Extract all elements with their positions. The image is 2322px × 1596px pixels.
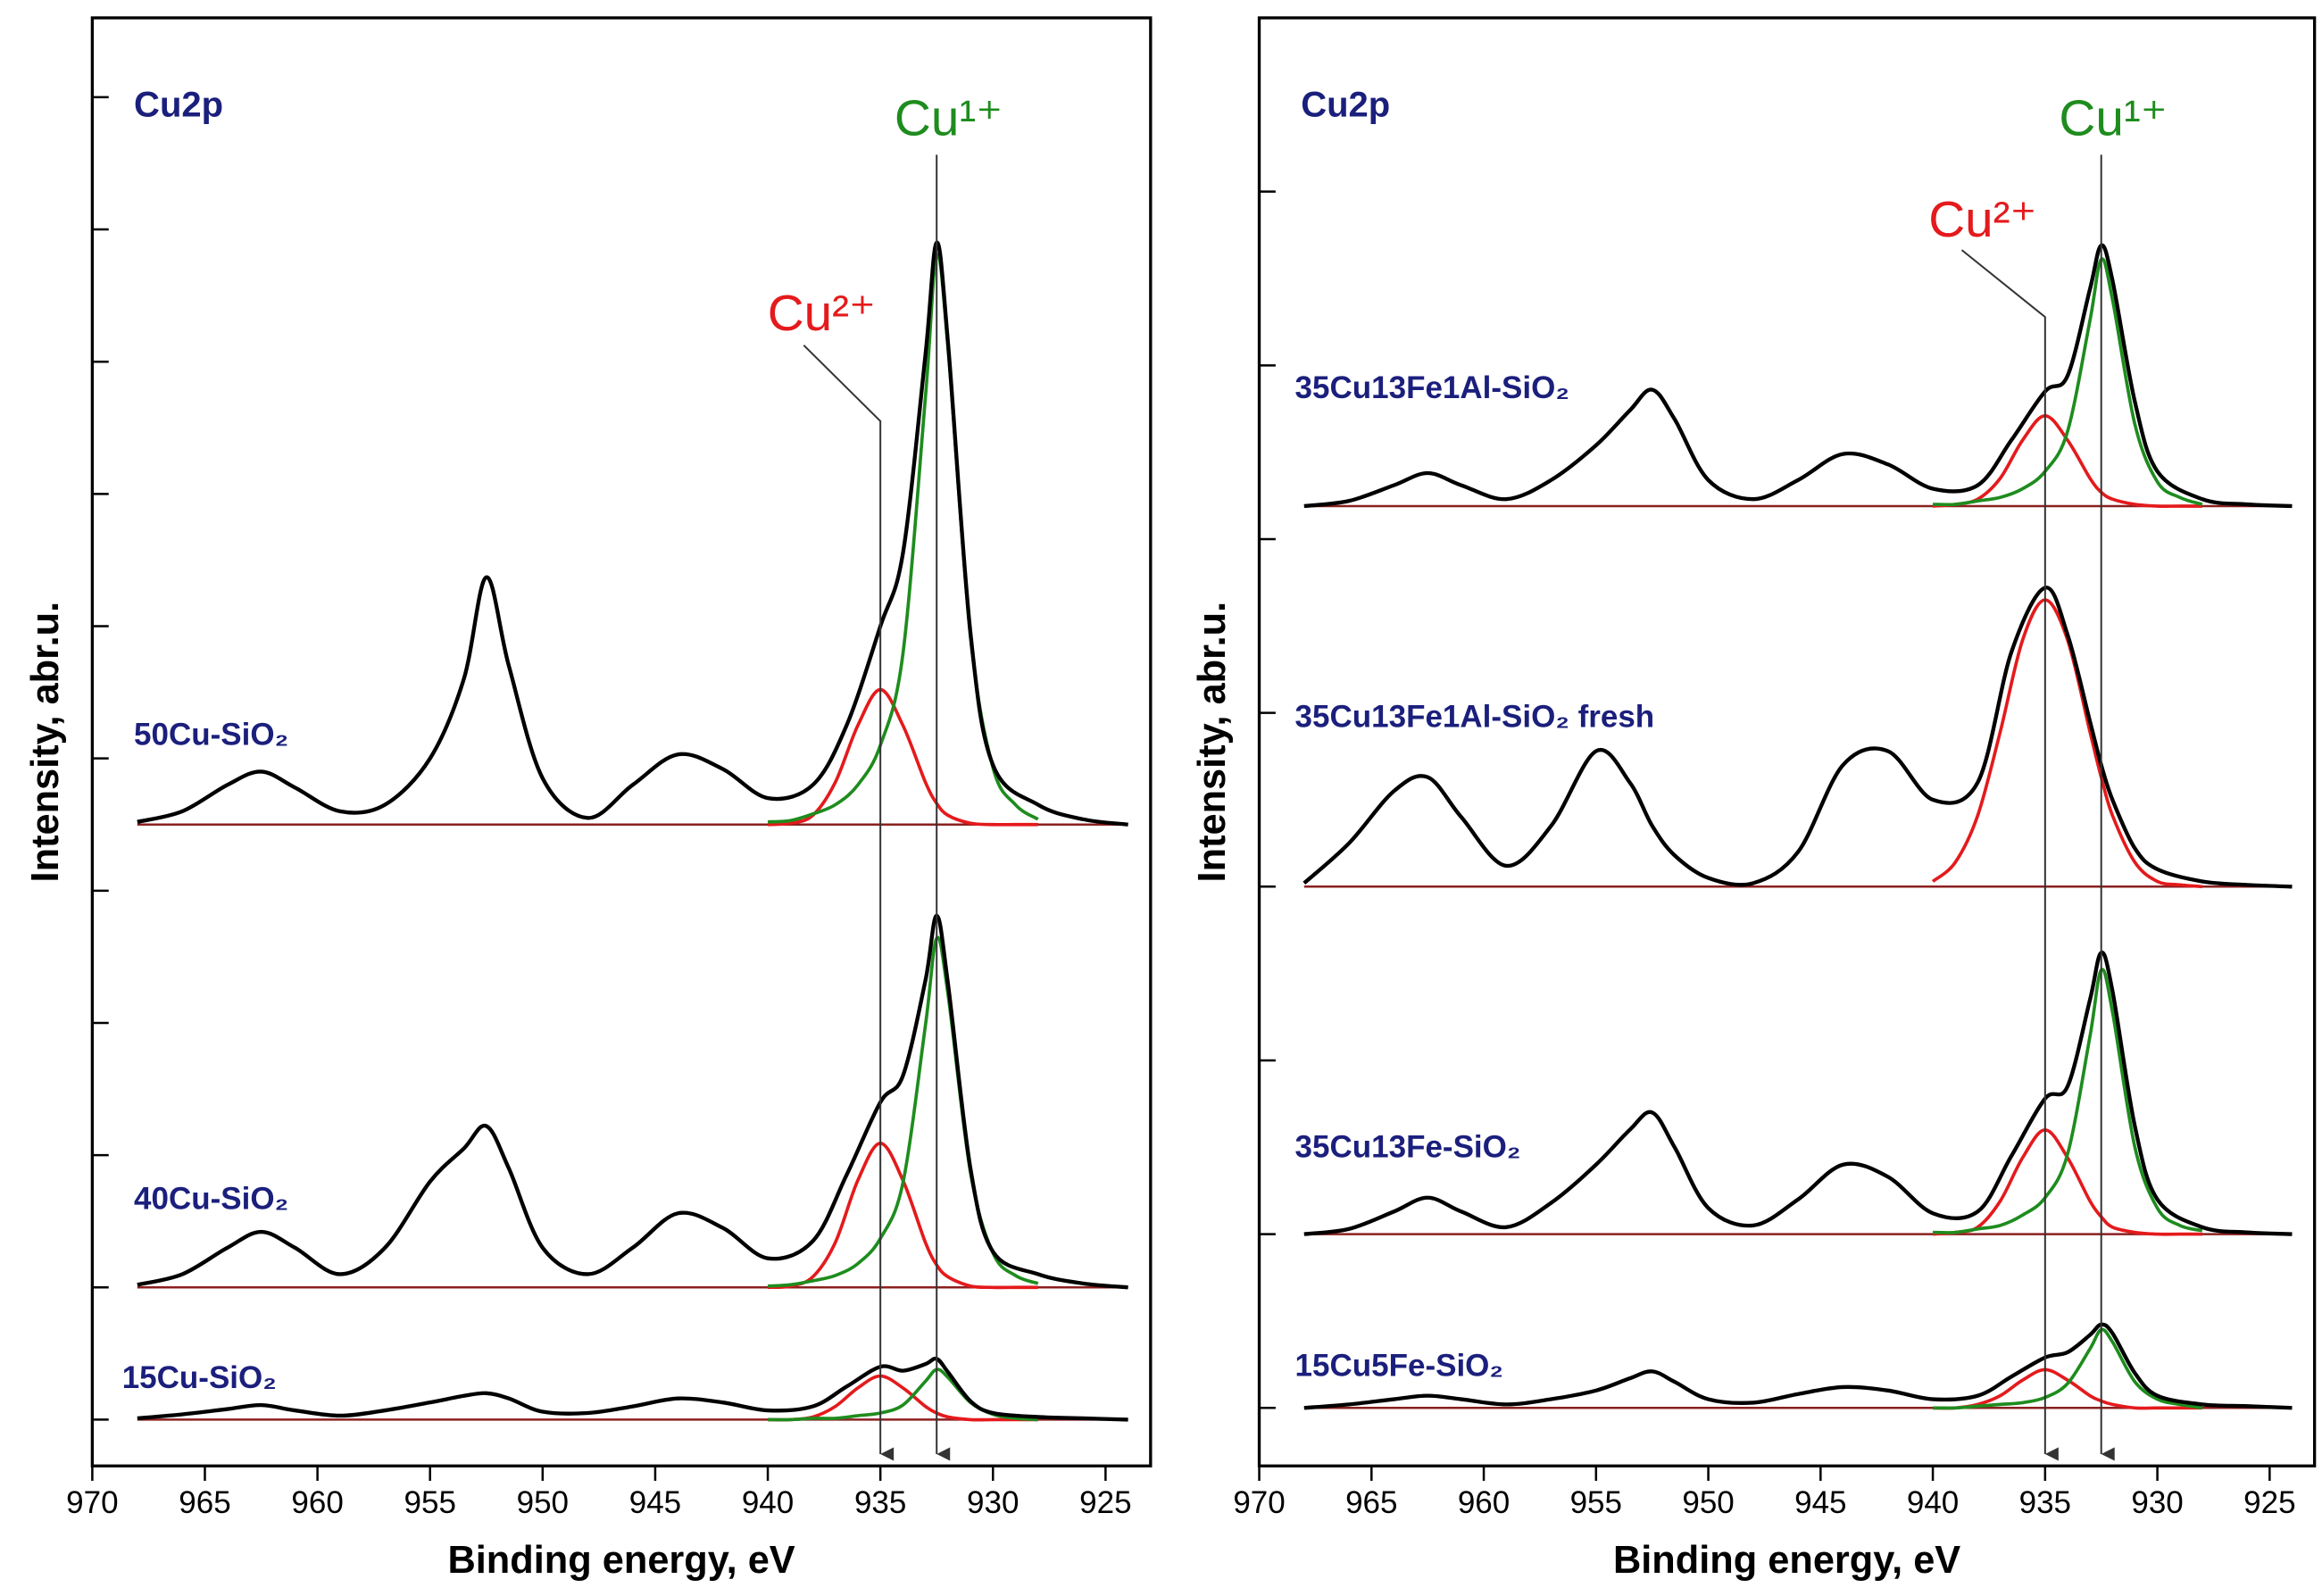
peak-label: Cu²⁺: [768, 286, 876, 342]
component-curve: [1931, 598, 2203, 889]
x-tick-label: 945: [1794, 1485, 1846, 1520]
peak-label: Cu¹⁺: [895, 91, 1003, 147]
component-curve: [1932, 1127, 2202, 1236]
x-tick-label: 925: [1079, 1485, 1131, 1520]
peak-label: Cu¹⁺: [2059, 91, 2167, 147]
envelope-curve: [137, 240, 1128, 827]
component-curve: [767, 935, 1039, 1288]
x-tick-label: 970: [66, 1485, 118, 1520]
x-tick-label: 965: [1345, 1485, 1397, 1520]
component-curve: [767, 1141, 1038, 1290]
x-axis-label: Binding energy, eV: [447, 1539, 795, 1582]
sample-label: 40Cu-SiO₂: [134, 1182, 288, 1217]
x-tick-label: 965: [179, 1485, 230, 1520]
sample-label: 35Cu13Fe1Al-SiO₂: [1295, 370, 1569, 405]
leader-line: [803, 345, 895, 1461]
y-axis-label: Intensity, abr.u.: [1191, 602, 1234, 883]
envelope-curve: [137, 1356, 1128, 1422]
x-tick-label: 935: [854, 1485, 906, 1520]
sample-label: 35Cu13Fe1Al-SiO₂ fresh: [1295, 700, 1655, 735]
x-tick-label: 970: [1233, 1485, 1285, 1520]
component-curve: [1933, 257, 2203, 507]
envelope-curve: [1302, 586, 2293, 889]
component-curve: [1933, 1367, 2202, 1410]
x-tick-label: 960: [291, 1485, 343, 1520]
component-curve: [768, 1374, 1038, 1422]
x-tick-label: 955: [1570, 1485, 1622, 1520]
x-tick-label: 945: [629, 1485, 681, 1520]
x-tick-label: 925: [2243, 1485, 2295, 1520]
panel-title: Cu2p: [1301, 86, 1390, 125]
component-curve: [767, 687, 1038, 827]
sample-label: 35Cu13Fe-SiO₂: [1295, 1129, 1521, 1164]
x-tick-label: 950: [517, 1485, 569, 1520]
component-curve: [1933, 968, 2203, 1234]
panel-title: Cu2p: [134, 86, 223, 125]
envelope-curve: [1303, 1322, 2293, 1410]
x-tick-label: 940: [1907, 1485, 1959, 1520]
component-curve: [1932, 413, 2202, 508]
plot-frame: [90, 16, 1153, 1467]
x-tick-label: 930: [2131, 1485, 2183, 1520]
x-tick-label: 940: [742, 1485, 794, 1520]
sample-label: 15Cu-SiO₂: [122, 1360, 277, 1395]
sample-label: 15Cu5Fe-SiO₂: [1295, 1348, 1503, 1383]
x-tick-label: 955: [404, 1485, 456, 1520]
envelope-curve: [1303, 951, 2293, 1236]
envelope-curve: [137, 913, 1128, 1290]
plot-frame: [1257, 16, 2317, 1467]
component-curve: [1933, 1327, 2203, 1410]
x-tick-label: 950: [1682, 1485, 1734, 1520]
x-tick-label: 930: [967, 1485, 1019, 1520]
x-axis-label: Binding energy, eV: [1613, 1539, 1960, 1582]
envelope-curve: [1303, 243, 2293, 509]
leader-line: [1960, 249, 2059, 1461]
sample-label: 50Cu-SiO₂: [134, 718, 288, 752]
peak-label: Cu²⁺: [1928, 192, 2036, 248]
y-axis-label: Intensity, abr.u.: [24, 602, 67, 883]
x-tick-label: 935: [2019, 1485, 2071, 1520]
x-tick-label: 960: [1458, 1485, 1510, 1520]
